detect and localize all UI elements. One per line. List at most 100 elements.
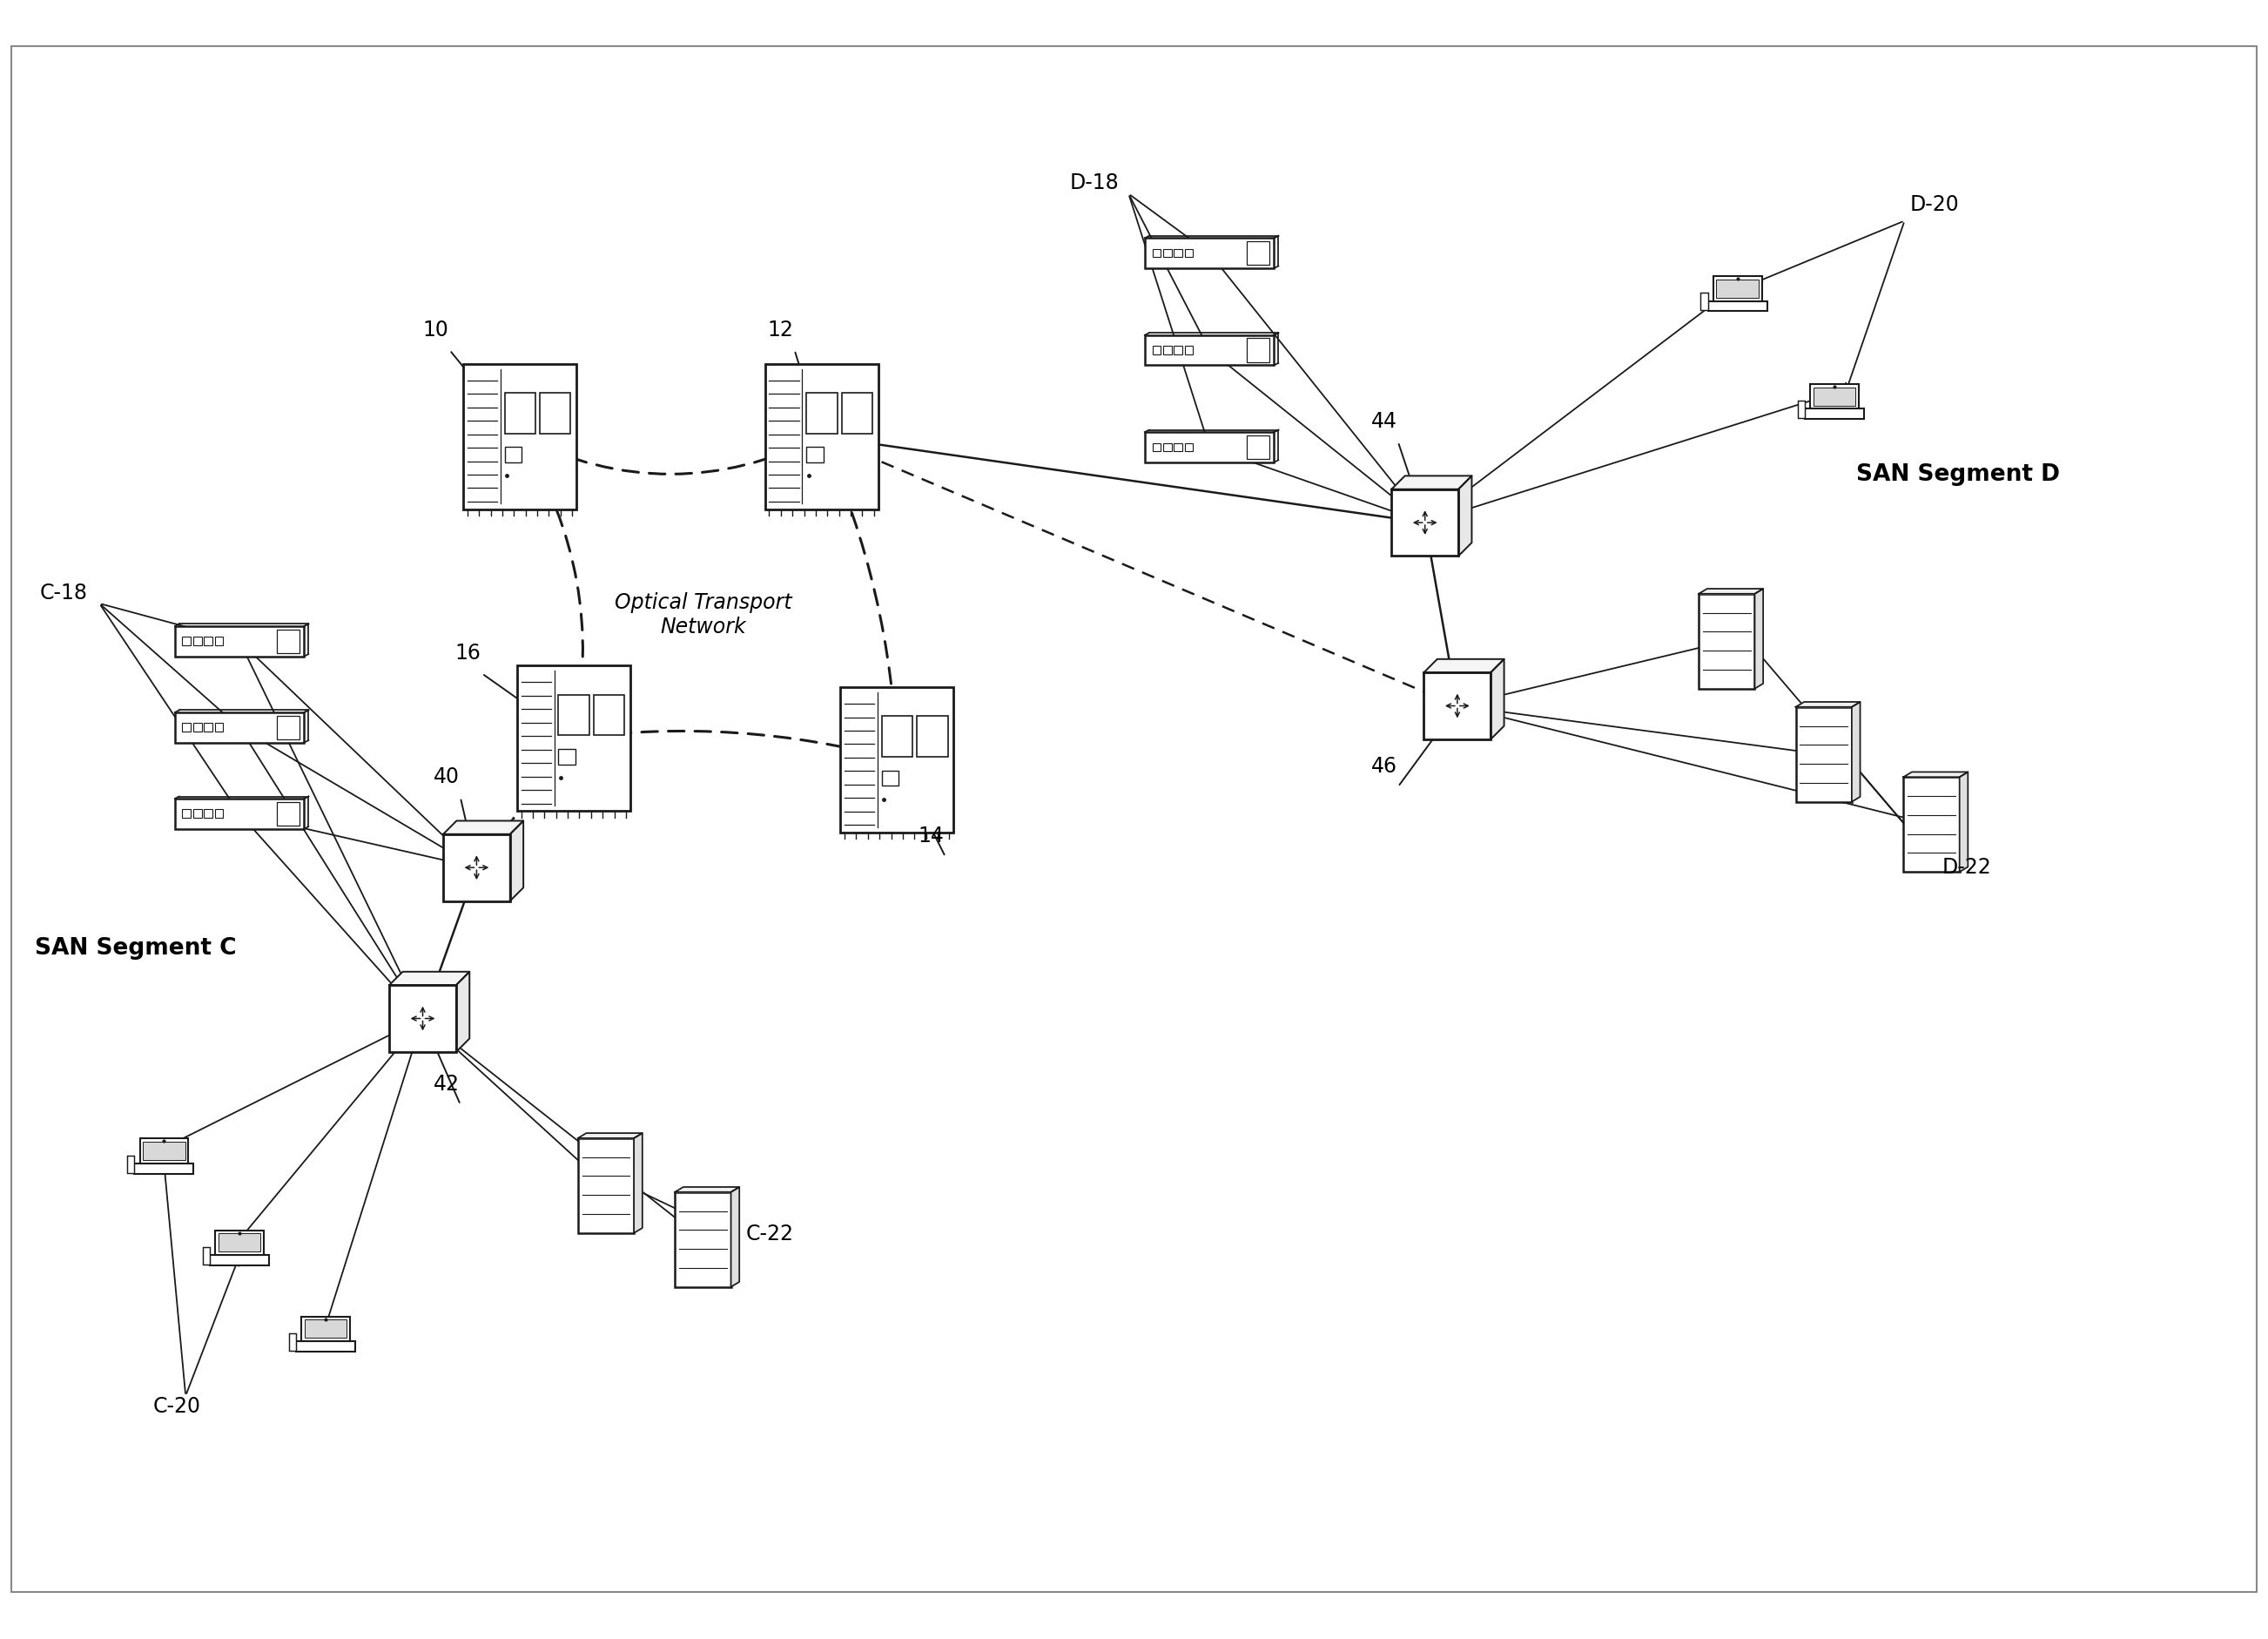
Polygon shape bbox=[730, 1187, 739, 1287]
Bar bbox=[288, 1334, 297, 1351]
Bar bbox=[1145, 336, 1275, 365]
Text: SAN Segment C: SAN Segment C bbox=[34, 938, 236, 959]
Bar bbox=[193, 638, 202, 646]
Bar bbox=[558, 749, 576, 765]
Bar bbox=[215, 1231, 263, 1255]
Text: C-22: C-22 bbox=[746, 1223, 794, 1244]
Bar bbox=[1712, 277, 1762, 302]
Bar bbox=[297, 1341, 356, 1352]
Bar bbox=[1184, 346, 1193, 356]
Polygon shape bbox=[510, 821, 524, 901]
Bar bbox=[302, 1316, 349, 1341]
Text: C-20: C-20 bbox=[154, 1395, 202, 1416]
Bar bbox=[218, 1234, 261, 1252]
Bar bbox=[1163, 444, 1173, 452]
Bar bbox=[807, 393, 837, 434]
Bar bbox=[1152, 249, 1161, 257]
Bar bbox=[1175, 346, 1182, 356]
Bar bbox=[1717, 280, 1758, 298]
Bar bbox=[181, 724, 191, 733]
Bar bbox=[558, 695, 590, 736]
Bar bbox=[277, 716, 299, 739]
Polygon shape bbox=[1755, 590, 1762, 688]
Bar bbox=[127, 1155, 134, 1174]
Bar bbox=[175, 626, 304, 657]
Bar bbox=[1145, 239, 1275, 269]
Text: 44: 44 bbox=[1372, 411, 1397, 431]
Text: D-22: D-22 bbox=[1941, 857, 1991, 879]
Bar bbox=[503, 447, 522, 464]
Bar bbox=[916, 716, 948, 757]
Bar bbox=[1799, 402, 1805, 418]
Polygon shape bbox=[676, 1187, 739, 1192]
Polygon shape bbox=[1424, 659, 1504, 674]
Bar bbox=[807, 447, 823, 464]
Bar bbox=[1814, 388, 1855, 406]
Polygon shape bbox=[1490, 659, 1504, 739]
Bar bbox=[1163, 346, 1173, 356]
Bar bbox=[594, 695, 624, 736]
Bar bbox=[175, 713, 304, 742]
Bar bbox=[181, 810, 191, 818]
Text: 42: 42 bbox=[433, 1074, 460, 1095]
Bar bbox=[204, 638, 213, 646]
Bar bbox=[1152, 444, 1161, 452]
Bar bbox=[1175, 444, 1182, 452]
Text: D-20: D-20 bbox=[1910, 193, 1960, 215]
Bar bbox=[193, 724, 202, 733]
Bar bbox=[1424, 674, 1490, 739]
Bar bbox=[134, 1164, 193, 1174]
Bar bbox=[204, 810, 213, 818]
Bar bbox=[1708, 302, 1767, 311]
Text: D-18: D-18 bbox=[1068, 172, 1118, 193]
Bar bbox=[215, 638, 222, 646]
Bar bbox=[215, 810, 222, 818]
Bar bbox=[1810, 385, 1860, 410]
Polygon shape bbox=[635, 1134, 642, 1233]
Polygon shape bbox=[1851, 703, 1860, 801]
Bar bbox=[1796, 708, 1851, 801]
Polygon shape bbox=[1458, 477, 1472, 557]
Bar bbox=[764, 364, 878, 510]
Bar bbox=[304, 1319, 347, 1337]
Bar bbox=[676, 1192, 730, 1287]
Text: 46: 46 bbox=[1372, 756, 1397, 777]
Text: 40: 40 bbox=[433, 767, 460, 787]
Text: C-18: C-18 bbox=[41, 582, 88, 603]
Bar bbox=[503, 393, 535, 434]
Bar bbox=[1903, 777, 1960, 872]
Polygon shape bbox=[456, 972, 469, 1052]
Polygon shape bbox=[1903, 772, 1969, 777]
Polygon shape bbox=[390, 972, 469, 985]
Bar bbox=[442, 834, 510, 901]
Bar bbox=[1701, 293, 1708, 311]
Bar bbox=[1184, 444, 1193, 452]
Bar bbox=[181, 638, 191, 646]
Polygon shape bbox=[1796, 703, 1860, 708]
Bar bbox=[1247, 339, 1270, 362]
Polygon shape bbox=[1393, 477, 1472, 490]
Bar bbox=[1184, 249, 1193, 257]
Text: SAN Segment D: SAN Segment D bbox=[1855, 462, 2059, 485]
Bar bbox=[1247, 436, 1270, 459]
Bar bbox=[1175, 249, 1182, 257]
Bar bbox=[193, 810, 202, 818]
Bar bbox=[1393, 490, 1458, 557]
Bar bbox=[1145, 433, 1275, 462]
Bar bbox=[578, 1139, 635, 1233]
Bar bbox=[390, 985, 456, 1052]
Bar bbox=[882, 770, 898, 787]
Bar bbox=[1152, 346, 1161, 356]
Bar bbox=[143, 1142, 186, 1160]
Bar bbox=[1805, 410, 1864, 420]
Bar bbox=[215, 724, 222, 733]
Bar bbox=[841, 393, 873, 434]
Bar bbox=[1247, 243, 1270, 266]
Text: Optical Transport
Network: Optical Transport Network bbox=[615, 592, 792, 638]
Bar bbox=[463, 364, 576, 510]
Bar bbox=[211, 1255, 270, 1265]
Polygon shape bbox=[442, 821, 524, 834]
Bar bbox=[841, 687, 953, 833]
Polygon shape bbox=[578, 1134, 642, 1139]
Bar bbox=[277, 801, 299, 826]
